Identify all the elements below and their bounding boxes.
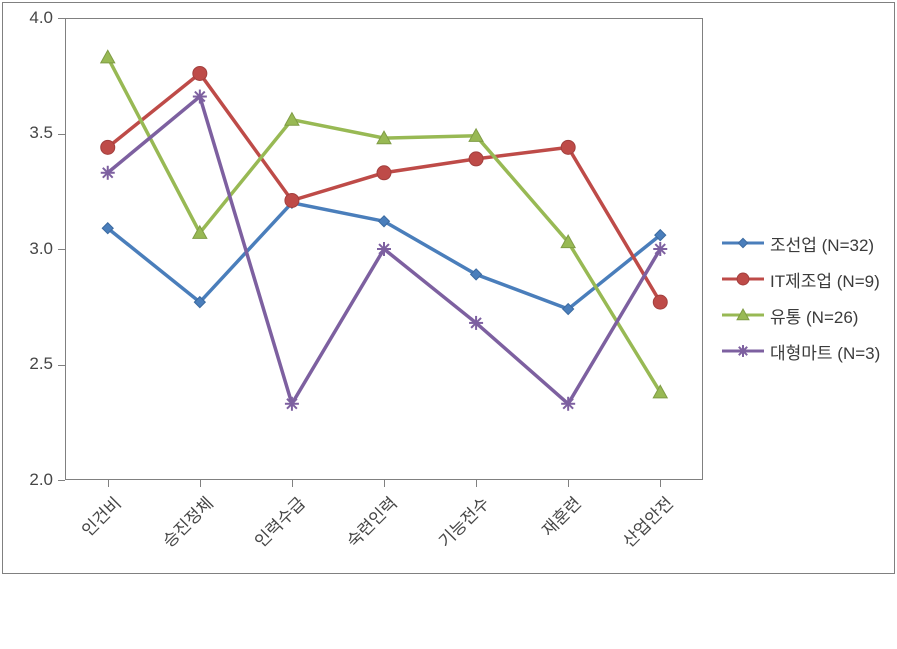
legend-item: IT제조업 (N=9) <box>722 261 880 297</box>
series-marker <box>653 295 667 309</box>
series-marker <box>285 193 299 207</box>
legend-item: 대형마트 (N=3) <box>722 333 880 369</box>
legend-label: 대형마트 (N=3) <box>770 339 880 364</box>
series-marker <box>653 242 667 256</box>
series-marker <box>101 166 115 180</box>
series-marker <box>193 66 207 80</box>
legend: 조선업 (N=32) IT제조업 (N=9) 유통 (N=26) 대형마트 (N=3) <box>722 225 880 369</box>
legend-item: 유통 (N=26) <box>722 297 880 333</box>
series-marker <box>101 50 115 63</box>
legend-swatch <box>722 269 764 289</box>
legend-label: 유통 (N=26) <box>770 303 858 328</box>
series-marker <box>469 152 483 166</box>
series-line <box>108 73 661 302</box>
series-marker <box>285 397 299 411</box>
legend-label: 조선업 (N=32) <box>770 231 874 256</box>
series-marker <box>561 397 575 411</box>
legend-swatch <box>722 233 764 253</box>
legend-swatch <box>722 341 764 361</box>
legend-swatch <box>722 305 764 325</box>
series-marker <box>469 316 483 330</box>
series-marker <box>101 140 115 154</box>
legend-item: 조선업 (N=32) <box>722 225 880 261</box>
series-marker <box>193 90 207 104</box>
series-marker <box>561 140 575 154</box>
series-marker <box>377 242 391 256</box>
legend-label: IT제조업 (N=9) <box>770 267 880 292</box>
series-marker <box>377 166 391 180</box>
